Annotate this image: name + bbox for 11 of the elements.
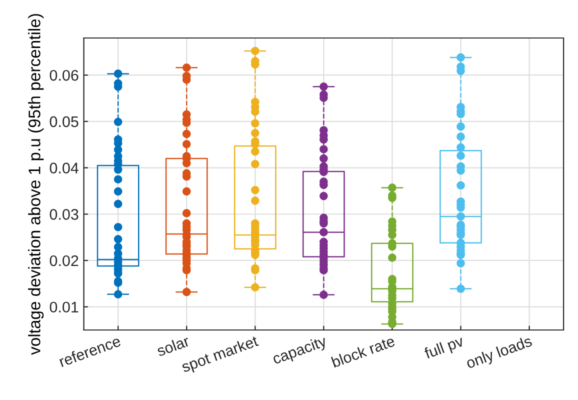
y-tick-label: 0.06 — [50, 70, 78, 81]
x-tick-label: block rate — [330, 335, 396, 368]
y-tick-label: 0.01 — [50, 302, 78, 313]
y-tick-label: 0.03 — [50, 208, 78, 220]
y-tick-label: 0.04 — [50, 162, 79, 174]
x-tick-label: full pv — [423, 334, 466, 362]
y-tick-label: 0.05 — [50, 116, 78, 128]
y-tick-label: 0.02 — [50, 255, 78, 266]
x-tick-label: only loads — [465, 335, 534, 372]
x-tick-label: solar — [156, 334, 190, 357]
y-axis-title: voltage deviation above 1 p.u (95th percentile) — [28, 14, 44, 355]
